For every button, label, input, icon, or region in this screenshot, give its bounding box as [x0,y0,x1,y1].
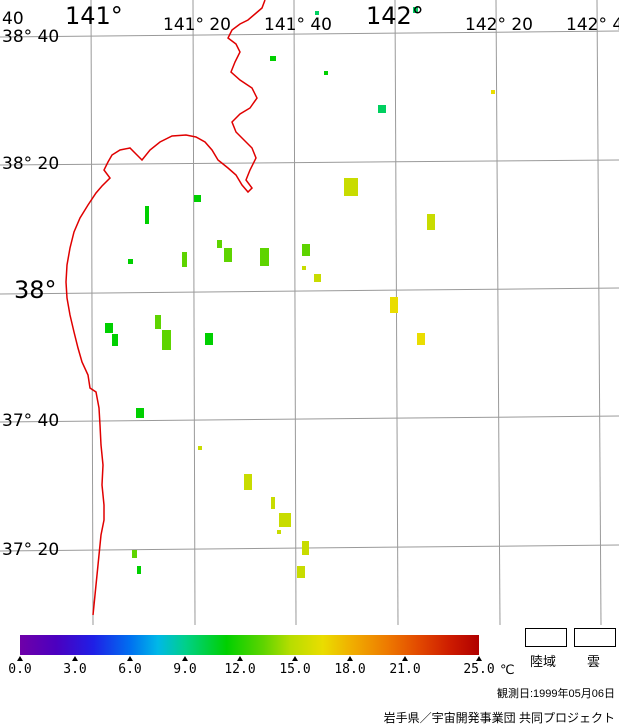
sst-pixel-cluster [205,333,213,345]
sst-pixel-cluster [217,240,222,248]
sst-pixel-cluster [314,274,321,282]
graticule-line [0,159,619,166]
sst-pixel-cluster [324,71,328,75]
sst-pixel-cluster [427,214,435,230]
sst-pixel-cluster [198,446,202,450]
tick-label: 21.0 [389,662,421,677]
sst-pixel-cluster [279,513,291,527]
graticule-line [293,0,297,625]
land-legend-swatch [525,628,567,647]
cloud-legend-label: 雲 [587,654,601,669]
unit-label: ℃ [500,662,515,677]
temperature-colorbar: 0.0 3.0 6.0 9.0 12.0 15.0 18.0 21.0 25.0… [0,630,520,680]
sst-pixel-cluster [260,248,269,266]
tick-label: 0.0 [8,662,32,677]
lon-label-141-40: 141° 40 [264,15,332,35]
tick-mark [237,656,243,661]
sst-pixel-cluster [315,11,319,15]
graticule [0,0,619,625]
sea-surface-temperature-map: 40 141° 141° 20 141° 40 142° 142° 20 142… [0,0,619,625]
sst-pixel-cluster [145,206,149,224]
lon-label-141-20: 141° 20 [163,15,231,35]
lat-label-38-20: 38° 20 [2,154,59,174]
tick-label: 9.0 [173,662,197,677]
sst-pixel-cluster [297,566,305,578]
credit-line: 岩手県／宇宙開発事業団 共同プロジェクト [383,711,615,725]
sst-pixel-cluster [277,530,281,534]
tick-mark [476,656,482,661]
sst-pixel-cluster [194,195,201,202]
tick-mark [17,656,23,661]
sst-pixel-cluster [344,178,358,196]
lon-label-141: 141° [65,2,123,30]
corner-label: 40 [2,9,24,29]
observation-date: 観測日:1999年05月06日 [497,688,615,700]
colorbar-gradient [20,635,479,655]
colorbar-ticks [0,656,520,664]
graticule-line [192,0,196,625]
tick-label: 25.0 [463,662,495,677]
sst-pixel-cluster [302,266,306,270]
tick-mark [182,656,188,661]
cloud-legend-swatch [574,628,616,647]
sst-pixel-cluster [224,248,232,262]
sst-pixel-cluster [112,334,118,346]
sst-pixel-cluster [105,323,113,333]
tick-mark [402,656,408,661]
tick-mark [347,656,353,661]
tick-label: 6.0 [118,662,142,677]
graticule-line [0,287,619,295]
sst-pixel-cluster [271,497,275,509]
coordinate-labels: 40 141° 141° 20 141° 40 142° 142° 20 142… [2,2,619,560]
graticule-line [90,0,94,625]
sst-pixel-cluster [137,566,141,574]
graticule-line [0,544,619,552]
sst-pixel-cluster [417,333,425,345]
lon-label-142-20: 142° 20 [465,15,533,35]
lat-label-37-40: 37° 40 [2,411,59,431]
lat-label-37-20: 37° 20 [2,540,59,560]
sst-pixel-cluster [302,541,309,555]
graticule-line [596,0,602,625]
lat-label-38: 38° [14,276,57,304]
sst-pixel-cluster [162,330,171,350]
sst-pixel-cluster [491,90,495,94]
tick-mark [127,656,133,661]
lat-label-38-40: 38° 40 [2,27,59,47]
sst-pixel-cluster [244,474,252,490]
lon-label-142: 142° [366,2,424,30]
graticule-line [0,415,619,423]
graticule-line [495,0,501,625]
graticule-line [0,30,619,38]
sst-pixel-cluster [302,244,310,256]
tick-mark [72,656,78,661]
sst-pixel-cluster [132,550,137,558]
sst-pixel-cluster [413,7,418,13]
sst-pixel-cluster [270,56,276,61]
sst-pixel-cluster [390,297,398,313]
coastline [65,0,266,616]
sst-pixel-cluster [182,252,187,267]
tick-mark [292,656,298,661]
tick-label: 12.0 [224,662,256,677]
tick-label: 18.0 [334,662,366,677]
lon-label-142-40: 142° 4 [566,15,619,35]
tick-label: 3.0 [63,662,87,677]
sst-pixel-cluster [128,259,133,264]
sst-pixel-cluster [378,105,386,113]
sst-pixel-cluster [155,315,161,329]
sst-pixels [105,7,495,578]
land-legend-label: 陸域 [530,654,557,669]
sst-pixel-cluster [136,408,144,418]
tick-label: 15.0 [279,662,311,677]
